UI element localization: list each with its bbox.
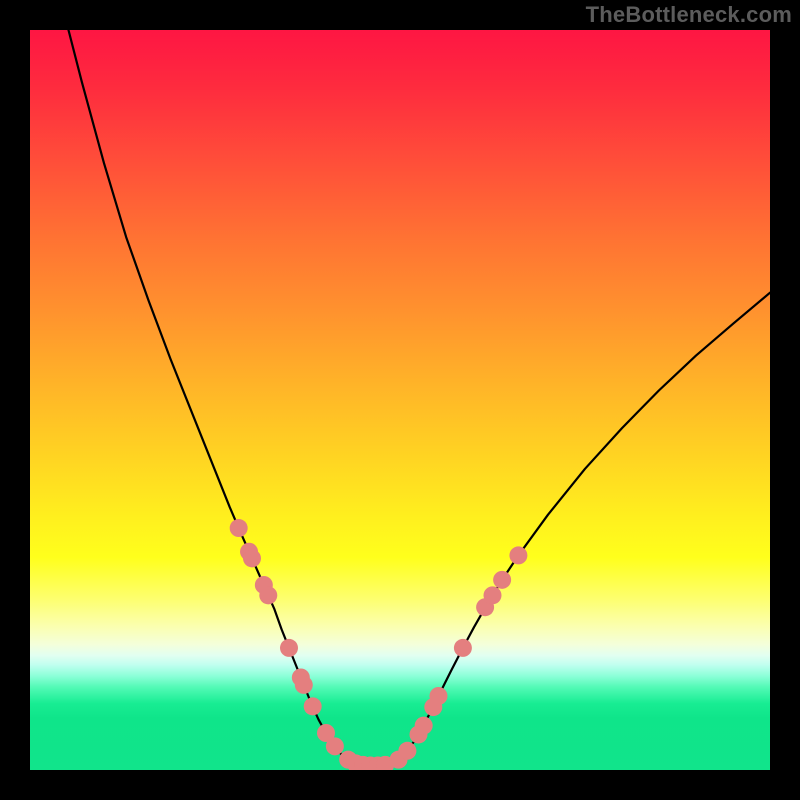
data-marker <box>326 737 344 755</box>
data-marker <box>493 571 511 589</box>
data-marker <box>398 742 416 760</box>
data-marker <box>484 586 502 604</box>
watermark-text: TheBottleneck.com <box>586 2 792 28</box>
data-marker <box>454 639 472 657</box>
data-marker <box>429 687 447 705</box>
data-marker <box>509 546 527 564</box>
chart-frame: TheBottleneck.com <box>0 0 800 800</box>
data-marker <box>259 586 277 604</box>
data-marker <box>304 697 322 715</box>
data-marker <box>280 639 298 657</box>
data-markers <box>230 519 528 770</box>
data-marker <box>230 519 248 537</box>
curve-layer <box>30 30 770 770</box>
data-marker <box>295 676 313 694</box>
data-marker <box>243 549 261 567</box>
plot-area <box>30 30 770 770</box>
data-marker <box>415 717 433 735</box>
bottleneck-curve <box>68 30 770 766</box>
